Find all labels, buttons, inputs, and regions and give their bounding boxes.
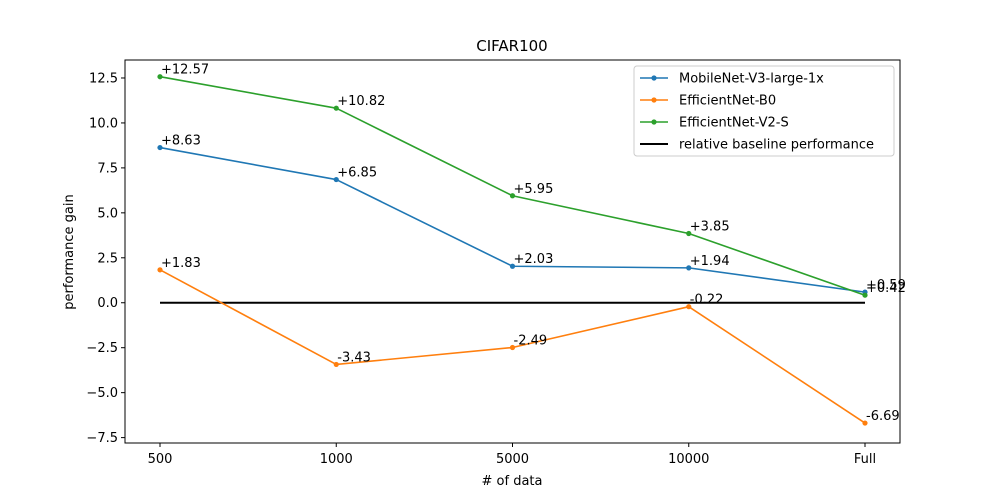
data-label: +0.59 bbox=[866, 278, 906, 293]
legend-label: relative baseline performance bbox=[679, 138, 874, 153]
series-line-1 bbox=[159, 146, 866, 293]
legend-box bbox=[633, 65, 895, 157]
data-label: -6.69 bbox=[866, 409, 900, 424]
data-point bbox=[333, 361, 339, 368]
y-tick-label: −2.5 bbox=[86, 341, 118, 356]
y-tick-label: −5.0 bbox=[86, 386, 118, 401]
y-axis-title: performance gain bbox=[62, 194, 77, 309]
legend-marker bbox=[651, 97, 657, 103]
data-label: +8.63 bbox=[161, 134, 201, 149]
x-axis-title: # of data bbox=[482, 474, 543, 489]
legend: MobileNet-V3-large-1x EfficientNet-B0 Effi… bbox=[633, 65, 895, 157]
data-point bbox=[862, 292, 868, 298]
legend-marker bbox=[651, 75, 657, 81]
data-point bbox=[509, 193, 516, 199]
y-tick-label: 7.5 bbox=[97, 161, 118, 176]
x-tick-label: 10000 bbox=[668, 452, 709, 467]
legend-label: MobileNet-V3-large-1x bbox=[679, 72, 824, 87]
data-label: +12.57 bbox=[161, 63, 209, 78]
x-tick-label: 1000 bbox=[320, 452, 353, 467]
x-axis: 500 1000 5000 10000 Full bbox=[148, 443, 876, 467]
data-point bbox=[686, 304, 692, 310]
x-tick-label: 5000 bbox=[496, 452, 529, 467]
data-point bbox=[509, 344, 516, 351]
data-label: +1.94 bbox=[690, 254, 730, 269]
data-point bbox=[333, 176, 339, 183]
plot-area: +8.63 +6.85 +2.03 +1.94 +0.59 +1.83 -3.43 -2.49… bbox=[157, 63, 906, 426]
data-point bbox=[157, 267, 163, 273]
data-point bbox=[686, 230, 692, 237]
data-label: -2.49 bbox=[514, 334, 548, 349]
y-tick-label: −7.5 bbox=[86, 431, 118, 446]
chart-title: CIFAR100 bbox=[476, 37, 547, 55]
y-tick-label: 2.5 bbox=[97, 251, 118, 266]
y-tick-label: 0.0 bbox=[97, 296, 118, 311]
data-label: +3.85 bbox=[690, 220, 730, 235]
data-label: +0.42 bbox=[866, 281, 906, 296]
data-point bbox=[157, 74, 163, 80]
data-point bbox=[686, 265, 692, 271]
legend-marker bbox=[651, 119, 657, 125]
data-point bbox=[333, 105, 339, 111]
data-point bbox=[509, 263, 516, 269]
data-label: +10.82 bbox=[337, 94, 385, 109]
x-tick-label: Full bbox=[854, 452, 876, 467]
data-point bbox=[862, 420, 868, 426]
y-tick-label: 10.0 bbox=[89, 116, 118, 131]
legend-label: EfficientNet-B0 bbox=[679, 94, 776, 109]
data-label: -3.43 bbox=[337, 350, 371, 365]
data-label: +1.83 bbox=[161, 256, 201, 271]
data-label: +5.95 bbox=[514, 182, 554, 197]
y-tick-label: 12.5 bbox=[89, 71, 118, 86]
y-tick-label: 5.0 bbox=[97, 206, 118, 221]
y-axis: −7.5 −5.0 −2.5 0.0 2.5 5.0 7.5 10.0 12.5 bbox=[86, 71, 125, 446]
legend-label: EfficientNet-V2-S bbox=[679, 116, 789, 131]
data-label: -0.22 bbox=[690, 293, 724, 308]
x-tick-label: 500 bbox=[148, 452, 173, 467]
data-label: +6.85 bbox=[337, 166, 377, 181]
data-label: +2.03 bbox=[514, 252, 554, 267]
data-point bbox=[157, 144, 163, 151]
